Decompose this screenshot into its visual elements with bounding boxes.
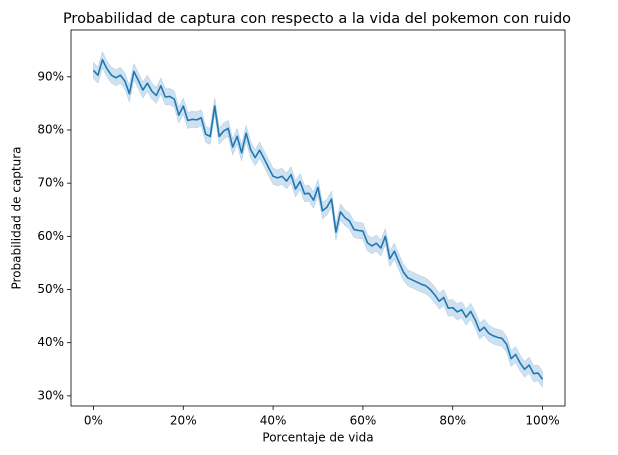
chart-title: Probabilidad de captura con respecto a l…	[63, 11, 571, 27]
y-tick-label: 60%	[37, 229, 64, 243]
y-tick-label: 50%	[37, 282, 64, 296]
x-tick-label: 40%	[260, 414, 287, 428]
x-tick-label: 20%	[170, 414, 197, 428]
x-tick-label: 100%	[525, 414, 559, 428]
y-tick-label: 30%	[37, 388, 64, 402]
y-tick-label: 90%	[37, 69, 64, 83]
y-tick-label: 40%	[37, 335, 64, 349]
x-axis-label: Porcentaje de vida	[262, 431, 373, 445]
confidence-band	[93, 51, 543, 389]
x-tick-label: 60%	[350, 414, 377, 428]
y-tick-label: 70%	[37, 176, 64, 190]
x-tick-label: 0%	[84, 414, 103, 428]
plot-frame	[70, 29, 566, 407]
y-axis-label: Probabilidad de captura	[10, 146, 24, 289]
x-tick-label: 80%	[439, 414, 466, 428]
line	[92, 58, 544, 380]
y-tick-label: 80%	[37, 122, 64, 136]
